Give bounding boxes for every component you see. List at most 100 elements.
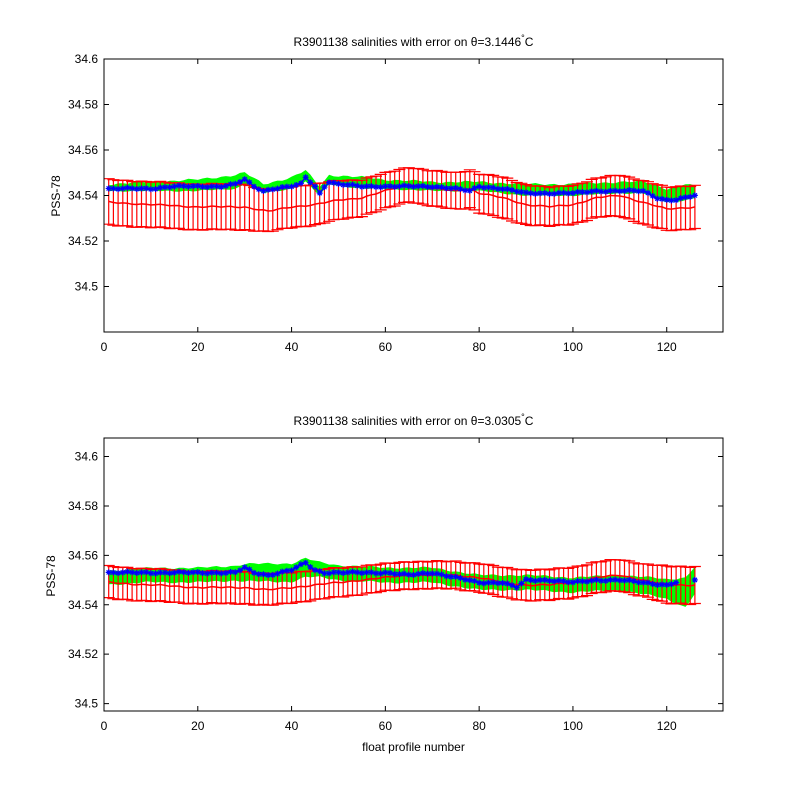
bottom-float-salinity-marker — [190, 569, 197, 576]
bottom-float-salinity-marker — [326, 570, 333, 577]
top-float-salinity-marker — [213, 183, 220, 190]
top-float-salinity-marker — [326, 179, 333, 186]
bottom-float-salinity-marker — [180, 569, 187, 576]
bottom-float-salinity-marker — [457, 575, 464, 582]
bottom-float-salinity-marker — [462, 576, 469, 583]
bottom-float-salinity-marker — [663, 581, 670, 588]
bottom-float-salinity-marker — [251, 569, 258, 576]
top-panel: 0 20 40 60 80 100 120 34.5 34.52 34.54 34.56 34.58 3… — [49, 33, 724, 354]
bottom-float-salinity-marker — [255, 571, 262, 578]
bottom-y-axis-label: PSS-78 — [44, 555, 58, 597]
top-float-salinity-marker — [677, 195, 684, 202]
top-float-salinity-marker — [316, 190, 323, 197]
bottom-title-prefix: R3901138 salinities with error on — [294, 414, 471, 428]
bottom-float-salinity-marker — [616, 577, 623, 584]
bottom-float-salinity-marker — [283, 567, 290, 574]
bottom-float-salinity-marker — [419, 570, 426, 577]
bottom-float-salinity-marker — [176, 568, 183, 575]
top-float-salinity-marker — [274, 185, 281, 192]
top-x-tick-label: 100 — [563, 340, 583, 354]
top-x-tick-label: 40 — [285, 340, 299, 354]
bottom-float-salinity-marker — [316, 568, 323, 575]
bottom-float-salinity-marker — [115, 570, 122, 577]
top-float-salinity-marker — [354, 182, 361, 189]
bottom-float-salinity-marker — [401, 570, 408, 577]
top-float-salinity-marker — [161, 184, 168, 191]
bottom-float-salinity-marker — [293, 564, 300, 571]
bottom-float-salinity-marker — [485, 579, 492, 586]
top-float-salinity-marker — [297, 180, 304, 187]
top-chart-title: R3901138 salinities with error on θ=3.14… — [294, 33, 534, 49]
bottom-float-salinity-marker — [415, 570, 422, 577]
top-float-salinity-marker — [485, 184, 492, 191]
bottom-float-salinity-marker — [119, 569, 126, 576]
top-float-salinity-marker — [330, 179, 337, 186]
bottom-float-salinity-marker — [602, 577, 609, 584]
top-float-salinity-marker — [340, 181, 347, 188]
bottom-float-salinity-marker — [363, 569, 370, 576]
bottom-float-salinity-marker — [302, 559, 309, 566]
bottom-float-salinity-marker — [269, 571, 276, 578]
bottom-float-salinity-marker — [161, 569, 168, 576]
top-float-salinity-marker — [419, 182, 426, 189]
top-float-salinity-marker — [269, 186, 276, 193]
bottom-float-salinity-marker — [644, 579, 651, 586]
bottom-float-salinity-marker — [133, 569, 140, 576]
bottom-float-salinity-marker — [565, 579, 572, 586]
top-float-salinity-marker — [673, 197, 680, 204]
bottom-float-salinity-marker — [691, 576, 698, 583]
bottom-float-salinity-marker — [523, 576, 530, 583]
bottom-x-tick-label: 60 — [379, 719, 393, 733]
top-float-salinity-marker — [659, 195, 666, 202]
bottom-float-salinity-marker — [344, 569, 351, 576]
bottom-float-salinity-marker — [143, 569, 150, 576]
bottom-y-tick-label: 34.54 — [68, 598, 98, 612]
top-y-tick-label: 34.52 — [68, 234, 98, 248]
bottom-float-salinity-marker — [265, 572, 272, 579]
bottom-x-tick-label: 0 — [101, 719, 108, 733]
bottom-float-salinity-marker — [208, 569, 215, 576]
bottom-y-tick-label: 34.58 — [68, 499, 98, 513]
bottom-float-salinity-marker — [382, 569, 389, 576]
top-float-salinity-marker — [279, 184, 286, 191]
top-float-salinity-marker — [537, 190, 544, 197]
bottom-float-salinity-marker — [635, 579, 642, 586]
bottom-title-theta: θ — [471, 414, 478, 428]
top-float-salinity-marker — [635, 188, 642, 195]
bottom-float-salinity-marker — [574, 578, 581, 585]
top-float-salinity-marker — [260, 187, 267, 194]
bottom-float-salinity-marker — [621, 577, 628, 584]
top-plot-area — [104, 167, 701, 233]
top-float-salinity-marker — [368, 183, 375, 190]
top-x-tick-label: 120 — [657, 340, 677, 354]
top-float-salinity-marker — [199, 183, 206, 190]
top-float-salinity-marker — [523, 189, 530, 196]
top-float-salinity-marker — [476, 183, 483, 190]
bottom-float-salinity-marker — [584, 578, 591, 585]
top-float-salinity-marker — [180, 183, 187, 190]
bottom-float-salinity-marker — [297, 561, 304, 568]
top-float-salinity-marker — [246, 179, 253, 186]
top-float-salinity-marker — [321, 184, 328, 191]
top-x-tick-label: 0 — [101, 340, 108, 354]
top-float-salinity-marker — [204, 184, 211, 191]
bottom-float-salinity-marker — [227, 568, 234, 575]
bottom-float-salinity-marker — [640, 579, 647, 586]
bottom-float-salinity-marker — [612, 576, 619, 583]
bottom-float-salinity-marker — [152, 570, 159, 577]
top-float-salinity-marker — [227, 181, 234, 188]
bottom-float-salinity-marker — [448, 573, 455, 580]
top-float-salinity-marker — [157, 184, 164, 191]
bottom-float-salinity-marker — [588, 577, 595, 584]
bottom-float-salinity-marker — [274, 570, 281, 577]
top-float-salinity-marker — [190, 183, 197, 190]
top-float-salinity-marker — [251, 183, 258, 190]
bottom-float-salinity-marker — [321, 570, 328, 577]
bottom-float-salinity-marker — [607, 576, 614, 583]
top-float-salinity-marker — [391, 183, 398, 190]
top-float-salinity-marker — [119, 185, 126, 192]
top-float-salinity-marker — [349, 181, 356, 188]
top-float-salinity-marker — [185, 183, 192, 190]
bottom-float-salinity-marker — [410, 571, 417, 578]
top-float-salinity-marker — [626, 187, 633, 194]
